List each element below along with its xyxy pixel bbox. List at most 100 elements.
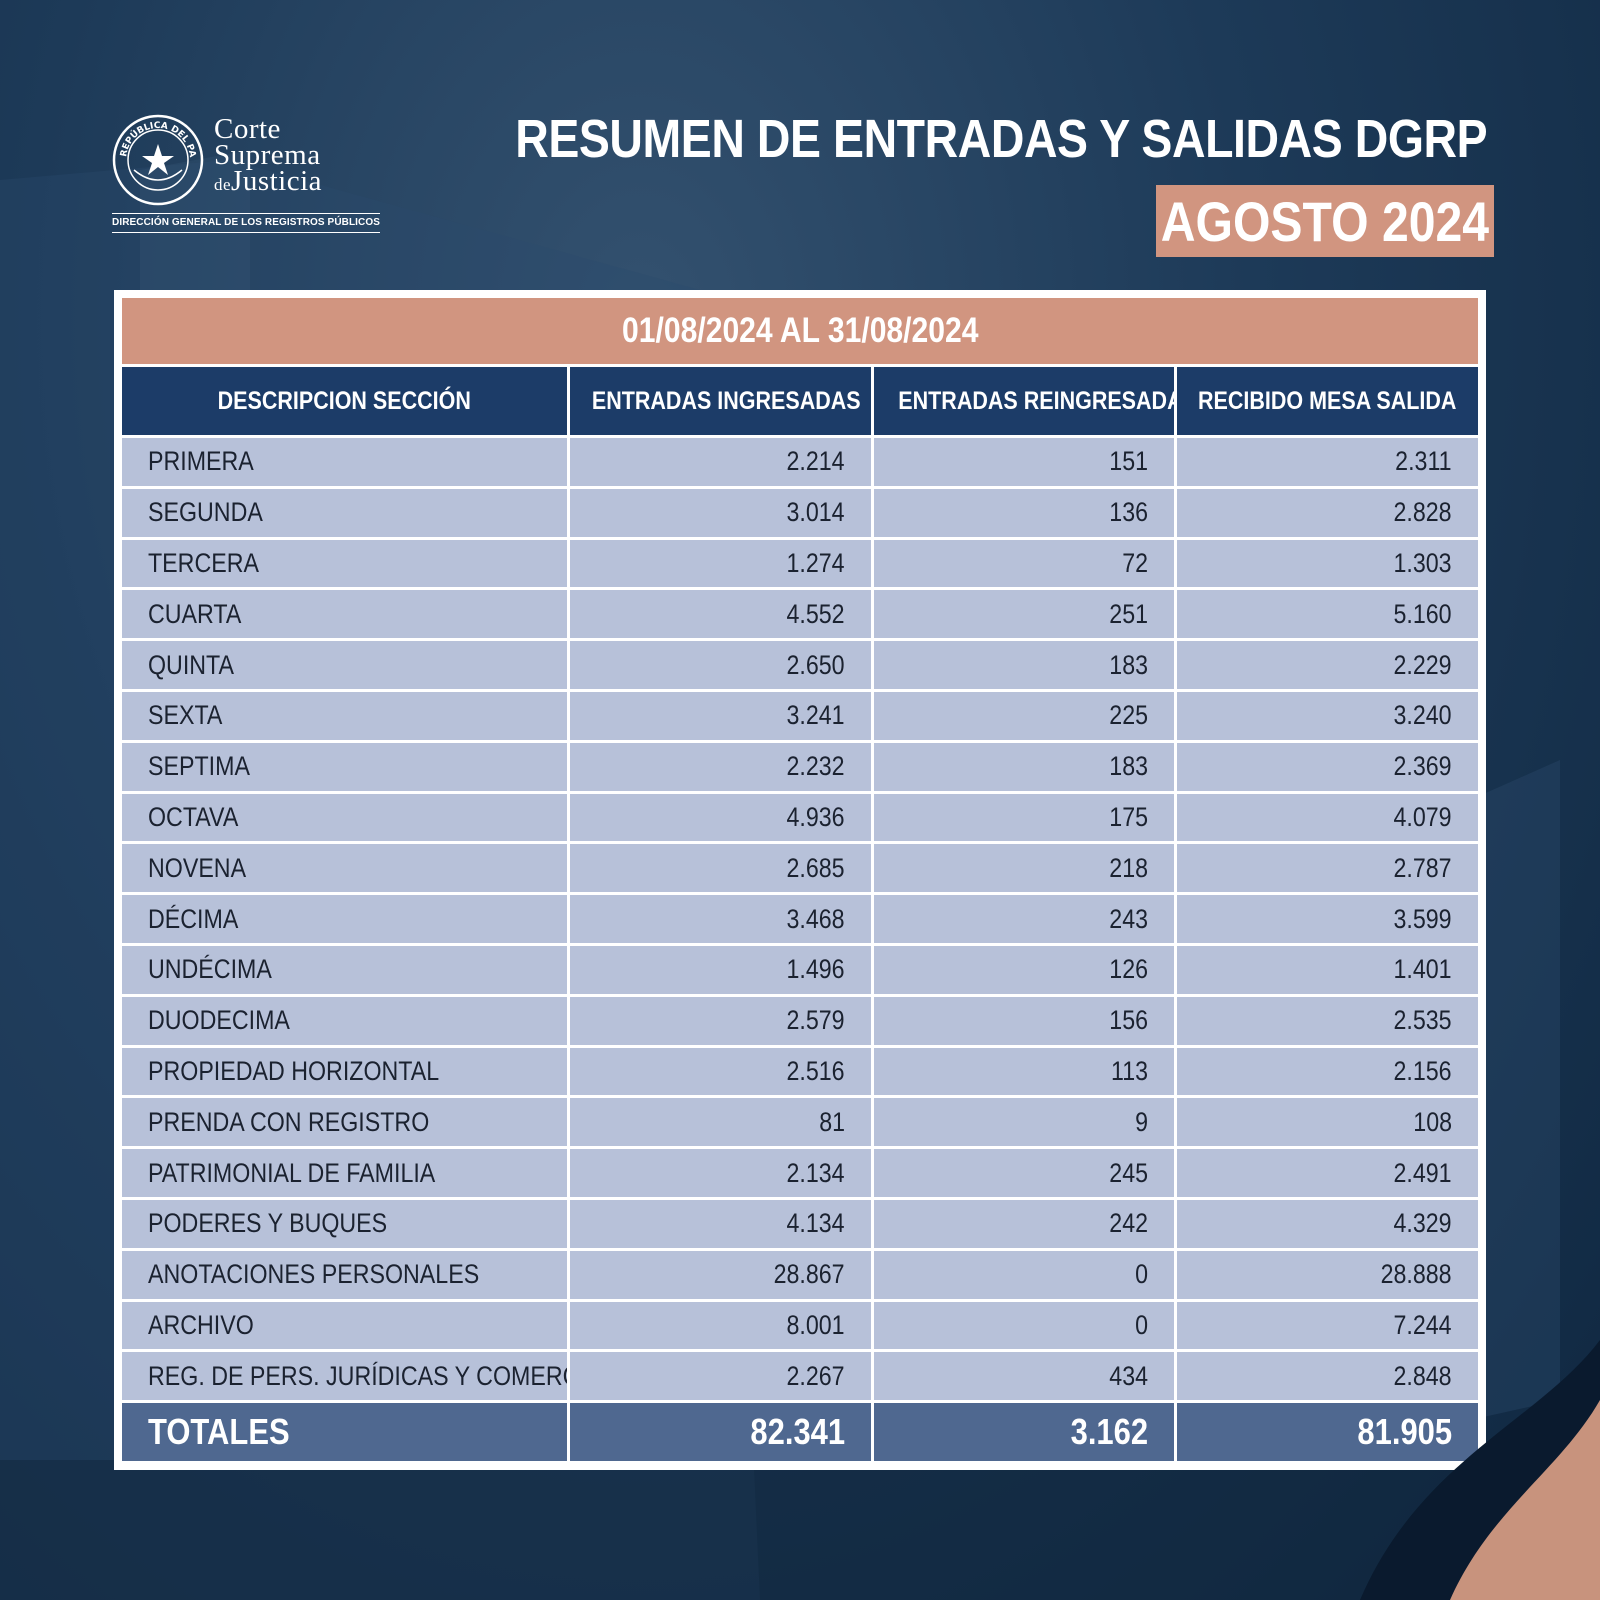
totals-reingresadas: 3.162 (873, 1403, 1175, 1462)
table-row: NOVENA 2.685 218 2.787 (122, 844, 1478, 893)
logo-line-suprema: Suprema (214, 139, 321, 171)
table-row: REG. DE PERS. JURÍDICAS Y COMERCIO 2.267 4… (122, 1352, 1478, 1401)
section-cell: ANOTACIONES PERSONALES (122, 1250, 567, 1299)
ingresadas-cell: 2.579 (569, 996, 871, 1045)
table-row: QUINTA 2.650 183 2.229 (122, 641, 1478, 689)
column-header-ingresadas: ENTRADAS INGRESADAS (569, 367, 871, 435)
section-cell: CUARTA (122, 590, 567, 639)
column-header-section: DESCRIPCION SECCIÓN (122, 367, 567, 435)
logo-subtitle: DIRECCIÓN GENERAL DE LOS REGISTROS PÚBLI… (112, 213, 380, 233)
table-row: CUARTA 4.552 251 5.160 (122, 590, 1478, 639)
salida-cell: 2.369 (1177, 742, 1478, 791)
ingresadas-cell: 3.014 (569, 488, 871, 537)
section-cell: OCTAVA (122, 793, 567, 842)
totals-ingresadas: 82.341 (569, 1403, 871, 1462)
ingresadas-cell: 2.685 (569, 844, 871, 893)
seal-text: REPÚBLICA DEL PARAGUAY (112, 114, 197, 158)
table-row: PATRIMONIAL DE FAMILIA 2.134 245 2.491 (122, 1149, 1478, 1197)
salida-cell: 3.240 (1177, 691, 1478, 740)
ingresadas-cell: 2.134 (569, 1149, 871, 1197)
logo-line-de: de (214, 175, 232, 194)
reingresadas-cell: 0 (873, 1250, 1175, 1299)
section-cell: PRENDA CON REGISTRO (122, 1098, 567, 1147)
salida-cell: 2.311 (1177, 438, 1478, 486)
ingresadas-cell: 1.496 (569, 945, 871, 994)
salida-cell: 4.329 (1177, 1199, 1478, 1248)
table-row: TERCERA 1.274 72 1.303 (122, 539, 1478, 588)
reingresadas-cell: 243 (873, 895, 1175, 943)
salida-cell: 2.787 (1177, 844, 1478, 893)
reingresadas-cell: 136 (873, 488, 1175, 537)
table-row: SEPTIMA 2.232 183 2.369 (122, 742, 1478, 791)
period-bar: 01/08/2024 AL 31/08/2024 (122, 298, 1478, 364)
reingresadas-cell: 225 (873, 691, 1175, 740)
table-row: ANOTACIONES PERSONALES 28.867 0 28.888 (122, 1250, 1478, 1299)
reingresadas-cell: 113 (873, 1047, 1175, 1096)
page-curl-decoration (1360, 1340, 1600, 1600)
ingresadas-cell: 2.650 (569, 641, 871, 689)
ingresadas-cell: 4.552 (569, 590, 871, 639)
totals-row: TOTALES 82.341 3.162 81.905 (122, 1403, 1478, 1462)
ingresadas-cell: 3.241 (569, 691, 871, 740)
salida-cell: 1.401 (1177, 945, 1478, 994)
period-label: 01/08/2024 AL 31/08/2024 (621, 311, 979, 350)
section-cell: QUINTA (122, 641, 567, 689)
section-cell: PROPIEDAD HORIZONTAL (122, 1047, 567, 1096)
table-row: DÉCIMA 3.468 243 3.599 (122, 895, 1478, 943)
table-row: PROPIEDAD HORIZONTAL 2.516 113 2.156 (122, 1047, 1478, 1096)
reingresadas-cell: 251 (873, 590, 1175, 639)
salida-cell: 4.079 (1177, 793, 1478, 842)
reingresadas-cell: 156 (873, 996, 1175, 1045)
table-row: UNDÉCIMA 1.496 126 1.401 (122, 945, 1478, 994)
ingresadas-cell: 28.867 (569, 1250, 871, 1299)
salida-cell: 3.599 (1177, 895, 1478, 943)
table-row: PRENDA CON REGISTRO 81 9 108 (122, 1098, 1478, 1147)
table-row: SEXTA 3.241 225 3.240 (122, 691, 1478, 740)
section-cell: DUODECIMA (122, 996, 567, 1045)
reingresadas-cell: 151 (873, 438, 1175, 486)
ingresadas-cell: 1.274 (569, 539, 871, 588)
section-cell: REG. DE PERS. JURÍDICAS Y COMERCIO (122, 1352, 567, 1401)
logo-line-justicia: Justicia (231, 165, 323, 197)
salida-cell: 2.229 (1177, 641, 1478, 689)
table-row: DUODECIMA 2.579 156 2.535 (122, 996, 1478, 1045)
reingresadas-cell: 126 (873, 945, 1175, 994)
section-cell: ARCHIVO (122, 1301, 567, 1350)
totals-salida: 81.905 (1177, 1403, 1478, 1462)
totals-label: TOTALES (122, 1403, 567, 1462)
salida-cell: 1.303 (1177, 539, 1478, 588)
table-row: PODERES Y BUQUES 4.134 242 4.329 (122, 1199, 1478, 1248)
salida-cell: 2.535 (1177, 996, 1478, 1045)
ingresadas-cell: 3.468 (569, 895, 871, 943)
reingresadas-cell: 175 (873, 793, 1175, 842)
reingresadas-cell: 245 (873, 1149, 1175, 1197)
reingresadas-cell: 9 (873, 1098, 1175, 1147)
table-header-row: DESCRIPCION SECCIÓN ENTRADAS INGRESADAS … (122, 367, 1478, 435)
section-cell: SEXTA (122, 691, 567, 740)
reingresadas-cell: 218 (873, 844, 1175, 893)
ingresadas-cell: 4.134 (569, 1199, 871, 1248)
salida-cell: 2.828 (1177, 488, 1478, 537)
table-row: SEGUNDA 3.014 136 2.828 (122, 488, 1478, 537)
reingresadas-cell: 183 (873, 641, 1175, 689)
page-title: RESUMEN DE ENTRADAS Y SALIDAS DGRP (515, 109, 1487, 169)
month-label: AGOSTO 2024 (1160, 189, 1490, 253)
reingresadas-cell: 0 (873, 1301, 1175, 1350)
section-cell: TERCERA (122, 539, 567, 588)
ingresadas-cell: 4.936 (569, 793, 871, 842)
section-cell: DÉCIMA (122, 895, 567, 943)
summary-table-panel: 01/08/2024 AL 31/08/2024 DESCRIPCION SEC… (114, 290, 1486, 1470)
logo-wordmark: Corte Suprema deJusticia (214, 115, 323, 198)
ingresadas-cell: 2.267 (569, 1352, 871, 1401)
summary-table: DESCRIPCION SECCIÓN ENTRADAS INGRESADAS … (119, 364, 1481, 1464)
table-row: ARCHIVO 8.001 0 7.244 (122, 1301, 1478, 1350)
section-cell: NOVENA (122, 844, 567, 893)
month-badge: AGOSTO 2024 (1156, 185, 1494, 257)
ingresadas-cell: 2.516 (569, 1047, 871, 1096)
ingresadas-cell: 2.214 (569, 438, 871, 486)
salida-cell: 108 (1177, 1098, 1478, 1147)
reingresadas-cell: 183 (873, 742, 1175, 791)
table-row: OCTAVA 4.936 175 4.079 (122, 793, 1478, 842)
corte-suprema-logo: REPÚBLICA DEL PARAGUAY Corte Suprema deJ… (112, 112, 380, 237)
paraguay-seal-icon: REPÚBLICA DEL PARAGUAY (112, 114, 204, 206)
